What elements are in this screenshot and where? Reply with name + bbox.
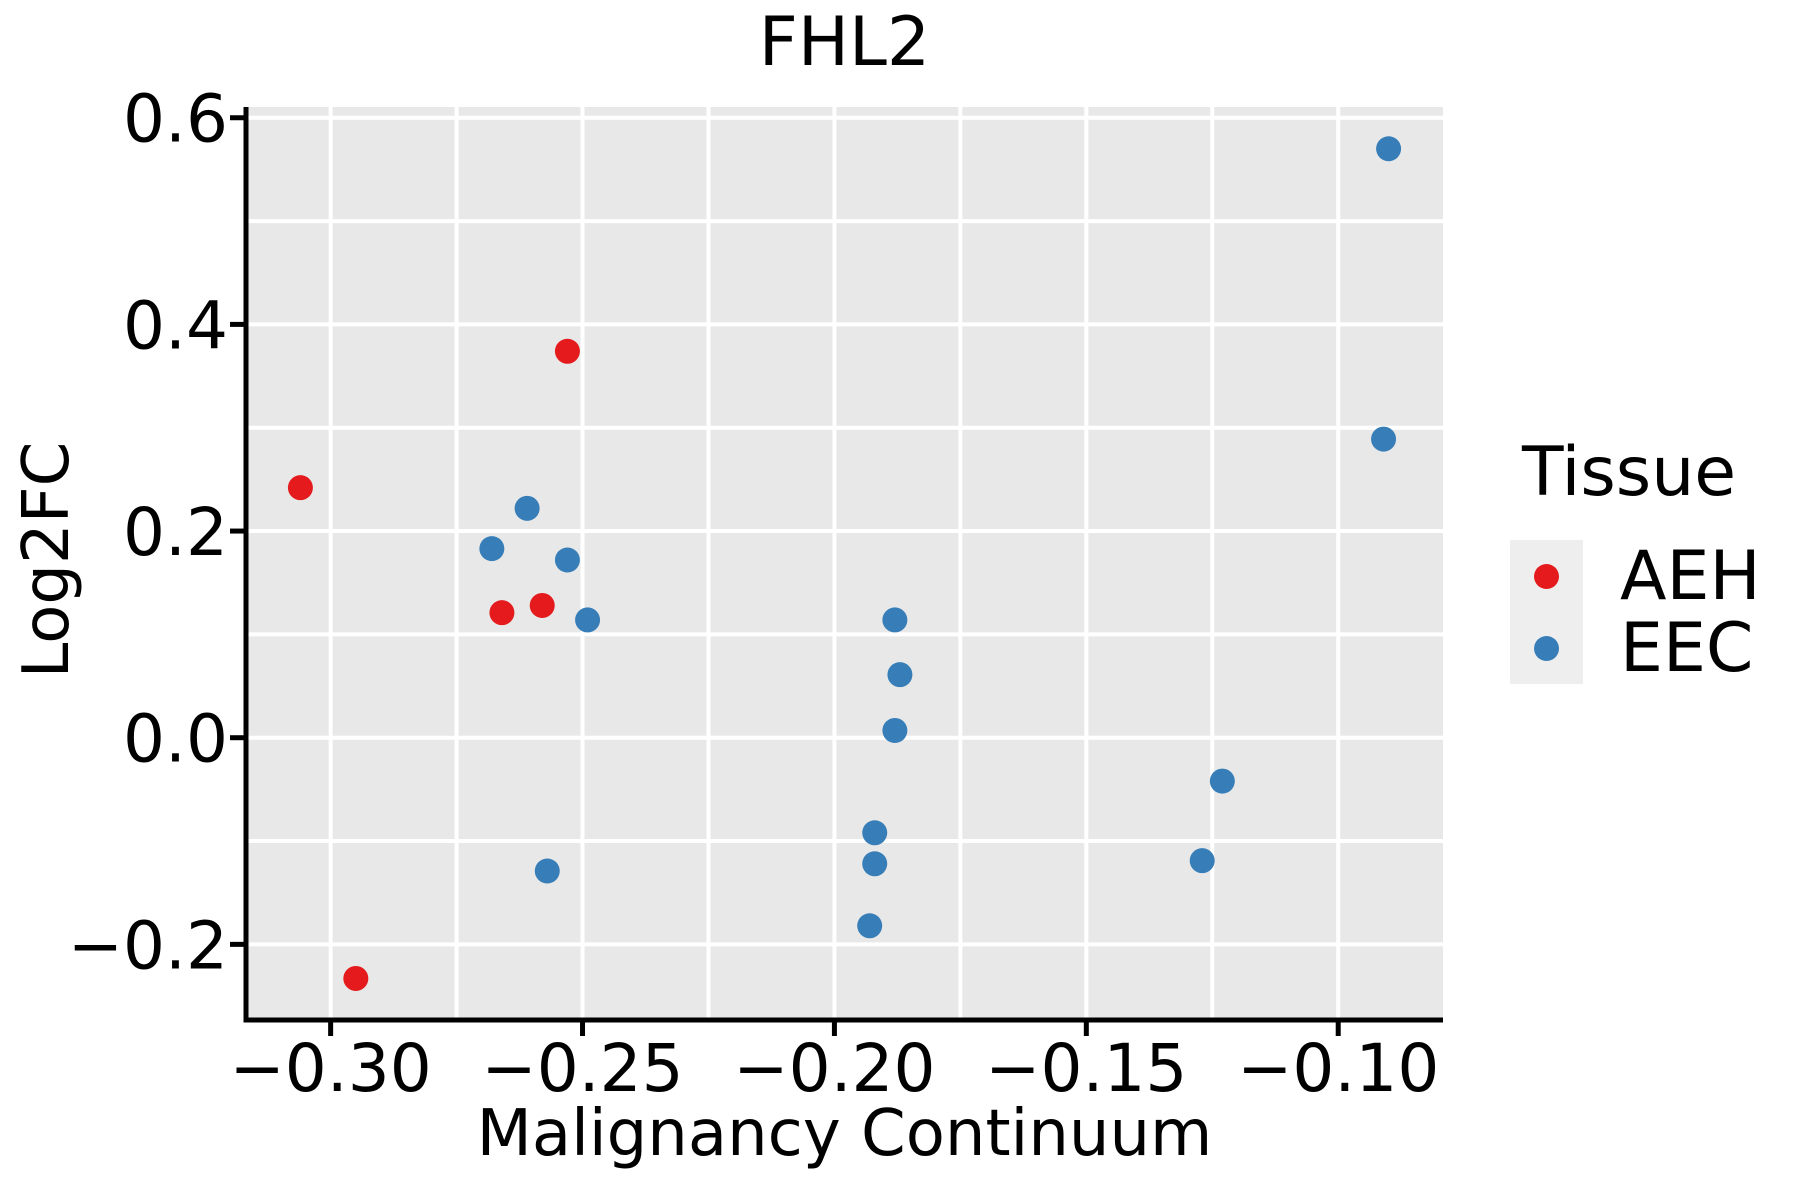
data-point-aeh bbox=[554, 338, 580, 364]
data-point-aeh bbox=[489, 600, 515, 626]
legend-dot-eec bbox=[1534, 635, 1559, 661]
data-point-eec bbox=[1376, 136, 1402, 162]
y-axis-title: Log2FC bbox=[10, 441, 84, 679]
x-tick-label: −0.30 bbox=[230, 1030, 432, 1107]
legend: Tissue AEH EEC bbox=[1510, 433, 1761, 688]
y-tick-label: 0.4 bbox=[123, 287, 228, 364]
x-tick-label: −0.25 bbox=[481, 1030, 683, 1107]
plot-panel bbox=[246, 107, 1443, 1020]
y-tick-label: 0.0 bbox=[123, 701, 228, 778]
legend-label-eec: EEC bbox=[1620, 608, 1754, 688]
x-tick-label: −0.10 bbox=[1237, 1030, 1439, 1107]
data-point-aeh bbox=[529, 592, 555, 618]
data-point-eec bbox=[1189, 848, 1215, 874]
legend-label-aeh: AEH bbox=[1620, 536, 1761, 616]
data-point-eec bbox=[1209, 768, 1235, 794]
data-point-eec bbox=[534, 858, 560, 884]
y-tick-label: −0.2 bbox=[68, 907, 228, 984]
legend-row-aeh: AEH bbox=[1510, 537, 1761, 616]
data-point-eec bbox=[857, 913, 883, 939]
legend-dot-aeh bbox=[1534, 563, 1559, 589]
legend-keys: AEH EEC bbox=[1510, 537, 1761, 688]
legend-row-eec: EEC bbox=[1510, 609, 1761, 688]
x-tick-label: −0.20 bbox=[733, 1030, 935, 1107]
data-point-eec bbox=[554, 547, 580, 573]
x-axis-title: Malignancy Continuum bbox=[476, 1097, 1213, 1171]
legend-key-swatch bbox=[1510, 540, 1583, 612]
data-point-eec bbox=[862, 820, 888, 846]
data-point-eec bbox=[1371, 426, 1397, 452]
x-tick-label: −0.15 bbox=[985, 1030, 1187, 1107]
legend-key-swatch bbox=[1510, 612, 1583, 684]
data-point-aeh bbox=[343, 965, 369, 991]
data-point-eec bbox=[887, 662, 913, 688]
legend-title: Tissue bbox=[1522, 433, 1737, 512]
data-point-eec bbox=[575, 607, 601, 633]
y-tick-label: 0.2 bbox=[123, 494, 228, 571]
y-tick-label: 0.6 bbox=[123, 81, 228, 158]
chart-title: FHL2 bbox=[758, 3, 931, 82]
data-point-eec bbox=[862, 851, 888, 877]
data-point-eec bbox=[882, 607, 908, 633]
data-point-eec bbox=[514, 495, 540, 521]
data-point-eec bbox=[882, 717, 908, 743]
data-point-aeh bbox=[287, 475, 313, 501]
data-point-eec bbox=[479, 536, 505, 562]
